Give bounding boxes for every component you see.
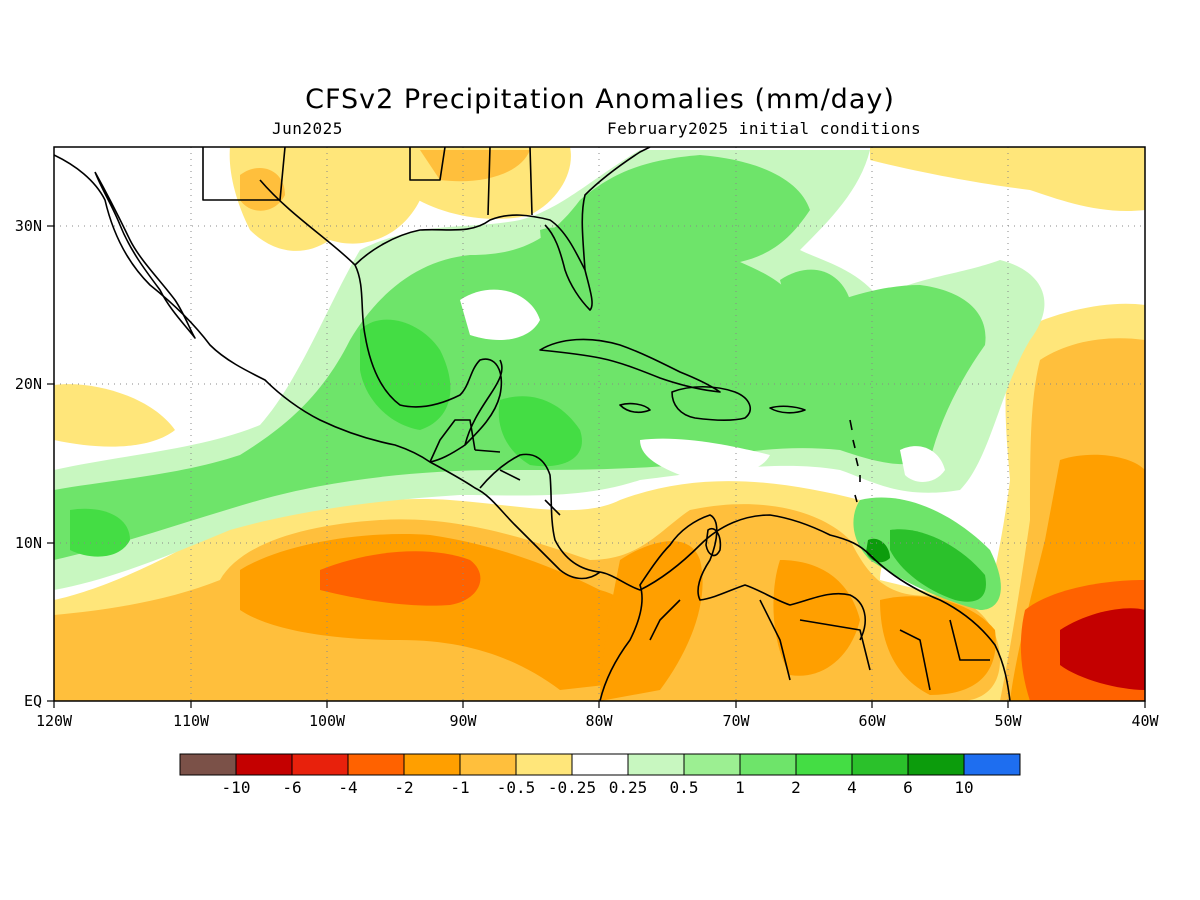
wet-region-guiana-core [890, 529, 986, 602]
wet-region-west-atlantic [780, 269, 850, 343]
colorbar [179, 753, 1021, 776]
dry-band-pacific-core [320, 551, 481, 606]
coast-borders-north [202, 147, 533, 216]
dry-patch-west [54, 384, 175, 447]
latitude-labels: 30N 20N 10N EQ [15, 217, 42, 710]
colorbar-swatch [963, 753, 1021, 776]
lat-tick-label: 30N [15, 217, 42, 235]
colorbar-label: 1 [735, 778, 745, 797]
colorbar-swatch [627, 753, 685, 776]
colorbar-label: 0.25 [609, 778, 648, 797]
neutral-gap-atlantic [900, 446, 945, 482]
colorbar-swatch [459, 753, 517, 776]
coast-yucatan [464, 359, 503, 446]
lon-tick-label: 120W [36, 712, 73, 730]
coast-gulf-mexico [259, 179, 502, 463]
dry-atlantic-extreme [1060, 608, 1145, 690]
colorbar-swatch [179, 753, 237, 776]
colorbar-label: 4 [847, 778, 857, 797]
coast-hispaniola [671, 386, 751, 422]
lat-tick-label: 20N [15, 375, 42, 393]
wet-region-pacific [70, 508, 130, 557]
colorbar-swatch [683, 753, 741, 776]
coast-cuba [539, 338, 721, 393]
wet-region-gulf-east [540, 227, 590, 296]
wet-region-strong [360, 319, 451, 430]
colorbar-swatch [235, 753, 293, 776]
dry-band-colombia [600, 541, 703, 701]
colorbar-label: -0.25 [548, 778, 596, 797]
colorbar-swatch [291, 753, 349, 776]
colorbar-label: 6 [903, 778, 913, 797]
colorbar-swatch [851, 753, 909, 776]
colorbar-label: 0.5 [670, 778, 699, 797]
colorbar-swatch [795, 753, 853, 776]
colorbar-label: -10 [222, 778, 251, 797]
coast-baja [94, 171, 196, 339]
lat-tick-label: EQ [24, 692, 42, 710]
coast-lesser-antilles [849, 419, 861, 503]
colorbar-labels: -10 -6 -4 -2 -1 -0.5 -0.25 0.25 0.5 1 2 4 6 10 [222, 778, 974, 797]
anomaly-field [54, 147, 1145, 701]
colorbar-swatch [739, 753, 797, 776]
colorbar-label: 10 [954, 778, 973, 797]
coast-jamaica [619, 402, 651, 414]
dry-band-guianas [773, 560, 860, 676]
dry-patch-northeast [870, 147, 1145, 211]
colorbar-swatch [907, 753, 965, 776]
coast-lake-maracaibo [705, 528, 722, 557]
coast-us-east [581, 147, 651, 271]
lon-tick-label: 40W [1131, 712, 1159, 730]
tick-marks [47, 225, 1146, 708]
dry-spot-gulf-north [420, 150, 530, 182]
neutral-gap-gulf [460, 289, 540, 340]
lon-tick-label: 90W [449, 712, 477, 730]
colorbar-label: -4 [338, 778, 357, 797]
lon-tick-label: 50W [994, 712, 1022, 730]
coast-us-gulf [354, 214, 593, 311]
colorbar-swatch [571, 753, 629, 776]
wet-region-strong-central [498, 396, 582, 467]
coast-south-america [599, 514, 866, 701]
initial-conditions: February2025 initial conditions [607, 119, 922, 138]
coast-puerto-rico [769, 405, 806, 414]
dry-band-suriname [880, 596, 996, 695]
lon-tick-label: 110W [173, 712, 210, 730]
colorbar-label: -6 [282, 778, 301, 797]
forecast-month: Jun2025 [272, 119, 343, 138]
dry-patch-north-mexico [229, 147, 420, 251]
colorbar-label: -0.5 [497, 778, 536, 797]
colorbar-label: -1 [450, 778, 469, 797]
lon-tick-label: 60W [858, 712, 886, 730]
wet-region-moderate [54, 155, 986, 560]
colorbar-swatch [515, 753, 573, 776]
colorbar-label: -2 [394, 778, 413, 797]
colorbar-swatch [403, 753, 461, 776]
coastlines [54, 147, 1011, 701]
colorbar-label: 2 [791, 778, 801, 797]
coast-borders-south [649, 599, 990, 691]
longitude-labels: 120W 110W 100W 90W 80W 70W 60W 50W 40W [36, 712, 1160, 730]
colorbar-swatch [347, 753, 405, 776]
lon-tick-label: 80W [585, 712, 613, 730]
lat-tick-label: 10N [15, 534, 42, 552]
coast-central-america [479, 453, 1011, 701]
lon-tick-label: 70W [722, 712, 750, 730]
coast-borders-central [429, 419, 561, 516]
coast-mexico-pacific [54, 154, 601, 580]
lon-tick-label: 100W [309, 712, 346, 730]
map-title: CFSv2 Precipitation Anomalies (mm/day) [305, 84, 895, 115]
neutral-gap-caribbean [640, 438, 770, 477]
